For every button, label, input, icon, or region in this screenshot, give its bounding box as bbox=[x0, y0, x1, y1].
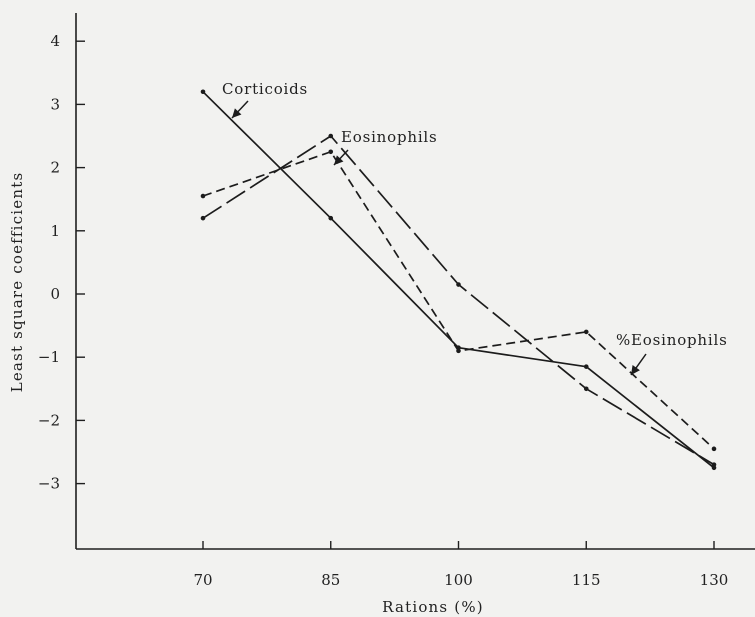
data-point bbox=[711, 446, 717, 452]
data-point bbox=[200, 215, 206, 221]
data-point bbox=[200, 89, 206, 95]
data-point bbox=[328, 149, 334, 155]
x-ticks: 70 85 100 115 130 bbox=[193, 541, 728, 589]
y-tick-label: −1 bbox=[38, 348, 60, 366]
series-corticoids bbox=[200, 89, 717, 471]
annotation-label: Corticoids bbox=[222, 80, 308, 98]
y-tick-label: 3 bbox=[50, 95, 60, 113]
axes bbox=[75, 13, 755, 550]
data-point bbox=[200, 193, 206, 199]
y-tick-label: 0 bbox=[50, 285, 60, 303]
x-tick-label: 115 bbox=[572, 571, 601, 589]
data-point bbox=[456, 348, 461, 354]
x-tick-label: 100 bbox=[444, 571, 473, 589]
annotation-arrowhead bbox=[631, 365, 640, 375]
y-tick-label: −3 bbox=[38, 475, 60, 493]
data-point bbox=[328, 215, 334, 221]
data-point bbox=[583, 364, 589, 369]
x-tick-label: 85 bbox=[321, 571, 340, 589]
y-tick-label: 2 bbox=[50, 159, 60, 177]
series-line bbox=[202, 150, 715, 450]
x-tick-label: 70 bbox=[193, 571, 212, 589]
x-axis-title: Rations (%) bbox=[382, 598, 484, 616]
series-line bbox=[202, 91, 715, 469]
annotation: %Eosinophils bbox=[616, 331, 728, 376]
y-tick-label: −2 bbox=[38, 411, 60, 429]
data-point bbox=[583, 329, 589, 335]
series-eosinophils bbox=[200, 133, 717, 467]
annotation: Corticoids bbox=[222, 80, 308, 119]
data-point bbox=[328, 133, 334, 139]
data-point bbox=[583, 386, 589, 392]
annotation-arrowhead bbox=[334, 155, 344, 165]
series-layer bbox=[200, 89, 717, 471]
annotation-arrowhead bbox=[232, 108, 242, 118]
series-line bbox=[202, 135, 715, 466]
y-ticks: 4 3 2 1 0 −1 −2 −3 bbox=[38, 32, 85, 493]
annotation: Eosinophils bbox=[333, 128, 438, 166]
annotations: Corticoids Eosinophils %Eosinophils bbox=[222, 80, 728, 376]
y-axis-title: Least square coefficients bbox=[8, 172, 26, 393]
data-point bbox=[456, 282, 461, 287]
x-tick-label: 130 bbox=[700, 571, 729, 589]
annotation-label: %Eosinophils bbox=[616, 331, 728, 349]
y-tick-label: 1 bbox=[50, 222, 60, 240]
annotation-label: Eosinophils bbox=[341, 128, 438, 146]
series-eosinophils bbox=[200, 149, 717, 452]
data-point bbox=[711, 465, 717, 471]
data-point bbox=[711, 462, 717, 467]
y-tick-label: 4 bbox=[50, 32, 60, 50]
